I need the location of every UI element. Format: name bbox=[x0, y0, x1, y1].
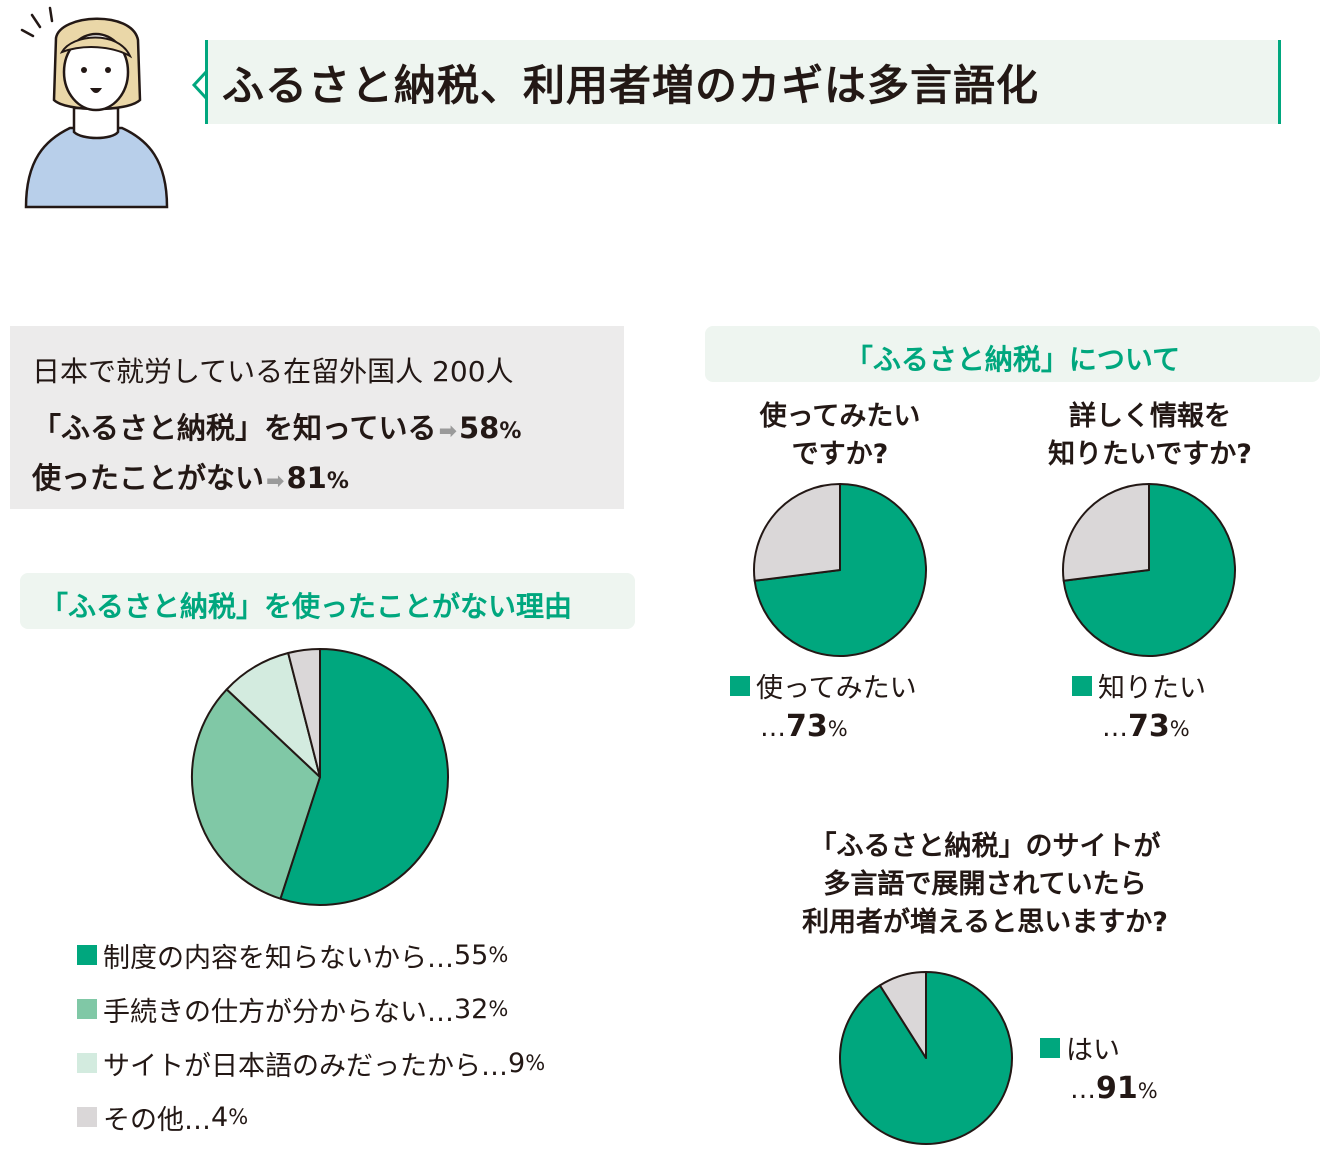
question-use: 使ってみたい ですか? bbox=[759, 401, 921, 470]
arrow-right-icon: ➡ bbox=[438, 419, 457, 444]
question-learn-more: 詳しく情報を 知りたいですか? bbox=[1048, 401, 1252, 470]
legend-value-row: …73% bbox=[760, 709, 848, 744]
woman-speaking-icon bbox=[20, 6, 169, 209]
legend-value: 91 bbox=[1096, 1071, 1138, 1106]
legend-swatch bbox=[77, 999, 97, 1019]
multilingual-pie-chart bbox=[839, 971, 1013, 1145]
use-pie-chart bbox=[753, 483, 927, 657]
legend-swatch bbox=[77, 1053, 97, 1073]
legend-label: はい bbox=[1066, 1035, 1120, 1066]
reasons-heading: 「ふるさと納税」を使ったことがない理由 bbox=[20, 573, 635, 629]
reasons-pie-slices bbox=[191, 648, 449, 906]
about-heading: 「ふるさと納税」について bbox=[705, 326, 1320, 382]
question-multilingual: 「ふるさと納税」のサイトが 多言語で展開されていたら 利用者が増えると思いますか… bbox=[802, 831, 1168, 938]
legend-value-row: …91% bbox=[1070, 1071, 1158, 1106]
reasons-legend: 制度の内容を知らないから… 55% 手続きの仕方が分からない… 32% サイトが日本… bbox=[77, 928, 545, 1144]
summary-box bbox=[10, 326, 624, 509]
learn-more-legend: 知りたい …73% bbox=[1072, 666, 1206, 744]
use-legend: 使ってみたい …73% bbox=[730, 666, 917, 744]
legend-label: サイトが日本語のみだったから… bbox=[103, 1050, 508, 1082]
legend-value-row: …73% bbox=[1102, 709, 1190, 744]
legend-label: 手続きの仕方が分からない… bbox=[103, 996, 454, 1028]
legend-label: 使ってみたい bbox=[756, 673, 917, 704]
speech-pointer-icon bbox=[191, 70, 208, 100]
multilingual-legend: はい …91% bbox=[1040, 1028, 1158, 1106]
legend-value: 73 bbox=[1128, 709, 1170, 744]
legend-value: 9 bbox=[508, 1047, 526, 1079]
pie-slice bbox=[753, 483, 841, 582]
arrow-right-icon: ➡ bbox=[266, 469, 285, 494]
legend-swatch bbox=[730, 675, 750, 696]
legend-item: 知りたい bbox=[1072, 666, 1206, 705]
summary-line-respondents: 日本で就労している在留外国人 200人 bbox=[32, 355, 514, 388]
legend-item: その他… 4% bbox=[77, 1090, 545, 1144]
learn-more-pie-slices bbox=[1062, 483, 1236, 657]
title-banner bbox=[205, 40, 1281, 124]
page-title: ふるさと納税、利用者増のカギは多言語化 bbox=[222, 61, 1040, 110]
legend-label: 知りたい bbox=[1098, 673, 1206, 704]
pie-slice bbox=[878, 971, 927, 1059]
legend-value: 4 bbox=[211, 1101, 229, 1133]
pie-slice bbox=[287, 648, 321, 778]
pie-slice bbox=[1062, 483, 1150, 582]
legend-item: サイトが日本語のみだったから… 9% bbox=[77, 1036, 545, 1090]
summary-line-never-used: 使ったことがない➡81% bbox=[32, 461, 349, 495]
pie-slice bbox=[191, 688, 321, 900]
multilingual-pie-slices bbox=[839, 971, 1013, 1145]
legend-item: 手続きの仕方が分からない… 32% bbox=[77, 982, 545, 1036]
reasons-pie-chart bbox=[191, 648, 449, 906]
pie-slice bbox=[279, 648, 449, 906]
legend-value: 32 bbox=[454, 993, 489, 1025]
legend-label: その他… bbox=[103, 1104, 211, 1136]
legend-swatch bbox=[77, 1107, 97, 1127]
legend-item: はい bbox=[1040, 1028, 1158, 1067]
legend-item: 使ってみたい bbox=[730, 666, 917, 705]
learn-more-pie-chart bbox=[1062, 483, 1236, 657]
legend-swatch bbox=[1072, 675, 1092, 696]
legend-value: 73 bbox=[786, 709, 828, 744]
legend-value: 55 bbox=[454, 939, 489, 971]
legend-label: 制度の内容を知らないから… bbox=[103, 942, 454, 974]
summary-line-awareness: 「ふるさと納税」を知っている➡58% bbox=[32, 411, 522, 445]
use-pie-slices bbox=[753, 483, 927, 657]
legend-swatch bbox=[1040, 1037, 1060, 1058]
legend-item: 制度の内容を知らないから… 55% bbox=[77, 928, 545, 982]
legend-swatch bbox=[77, 945, 97, 965]
